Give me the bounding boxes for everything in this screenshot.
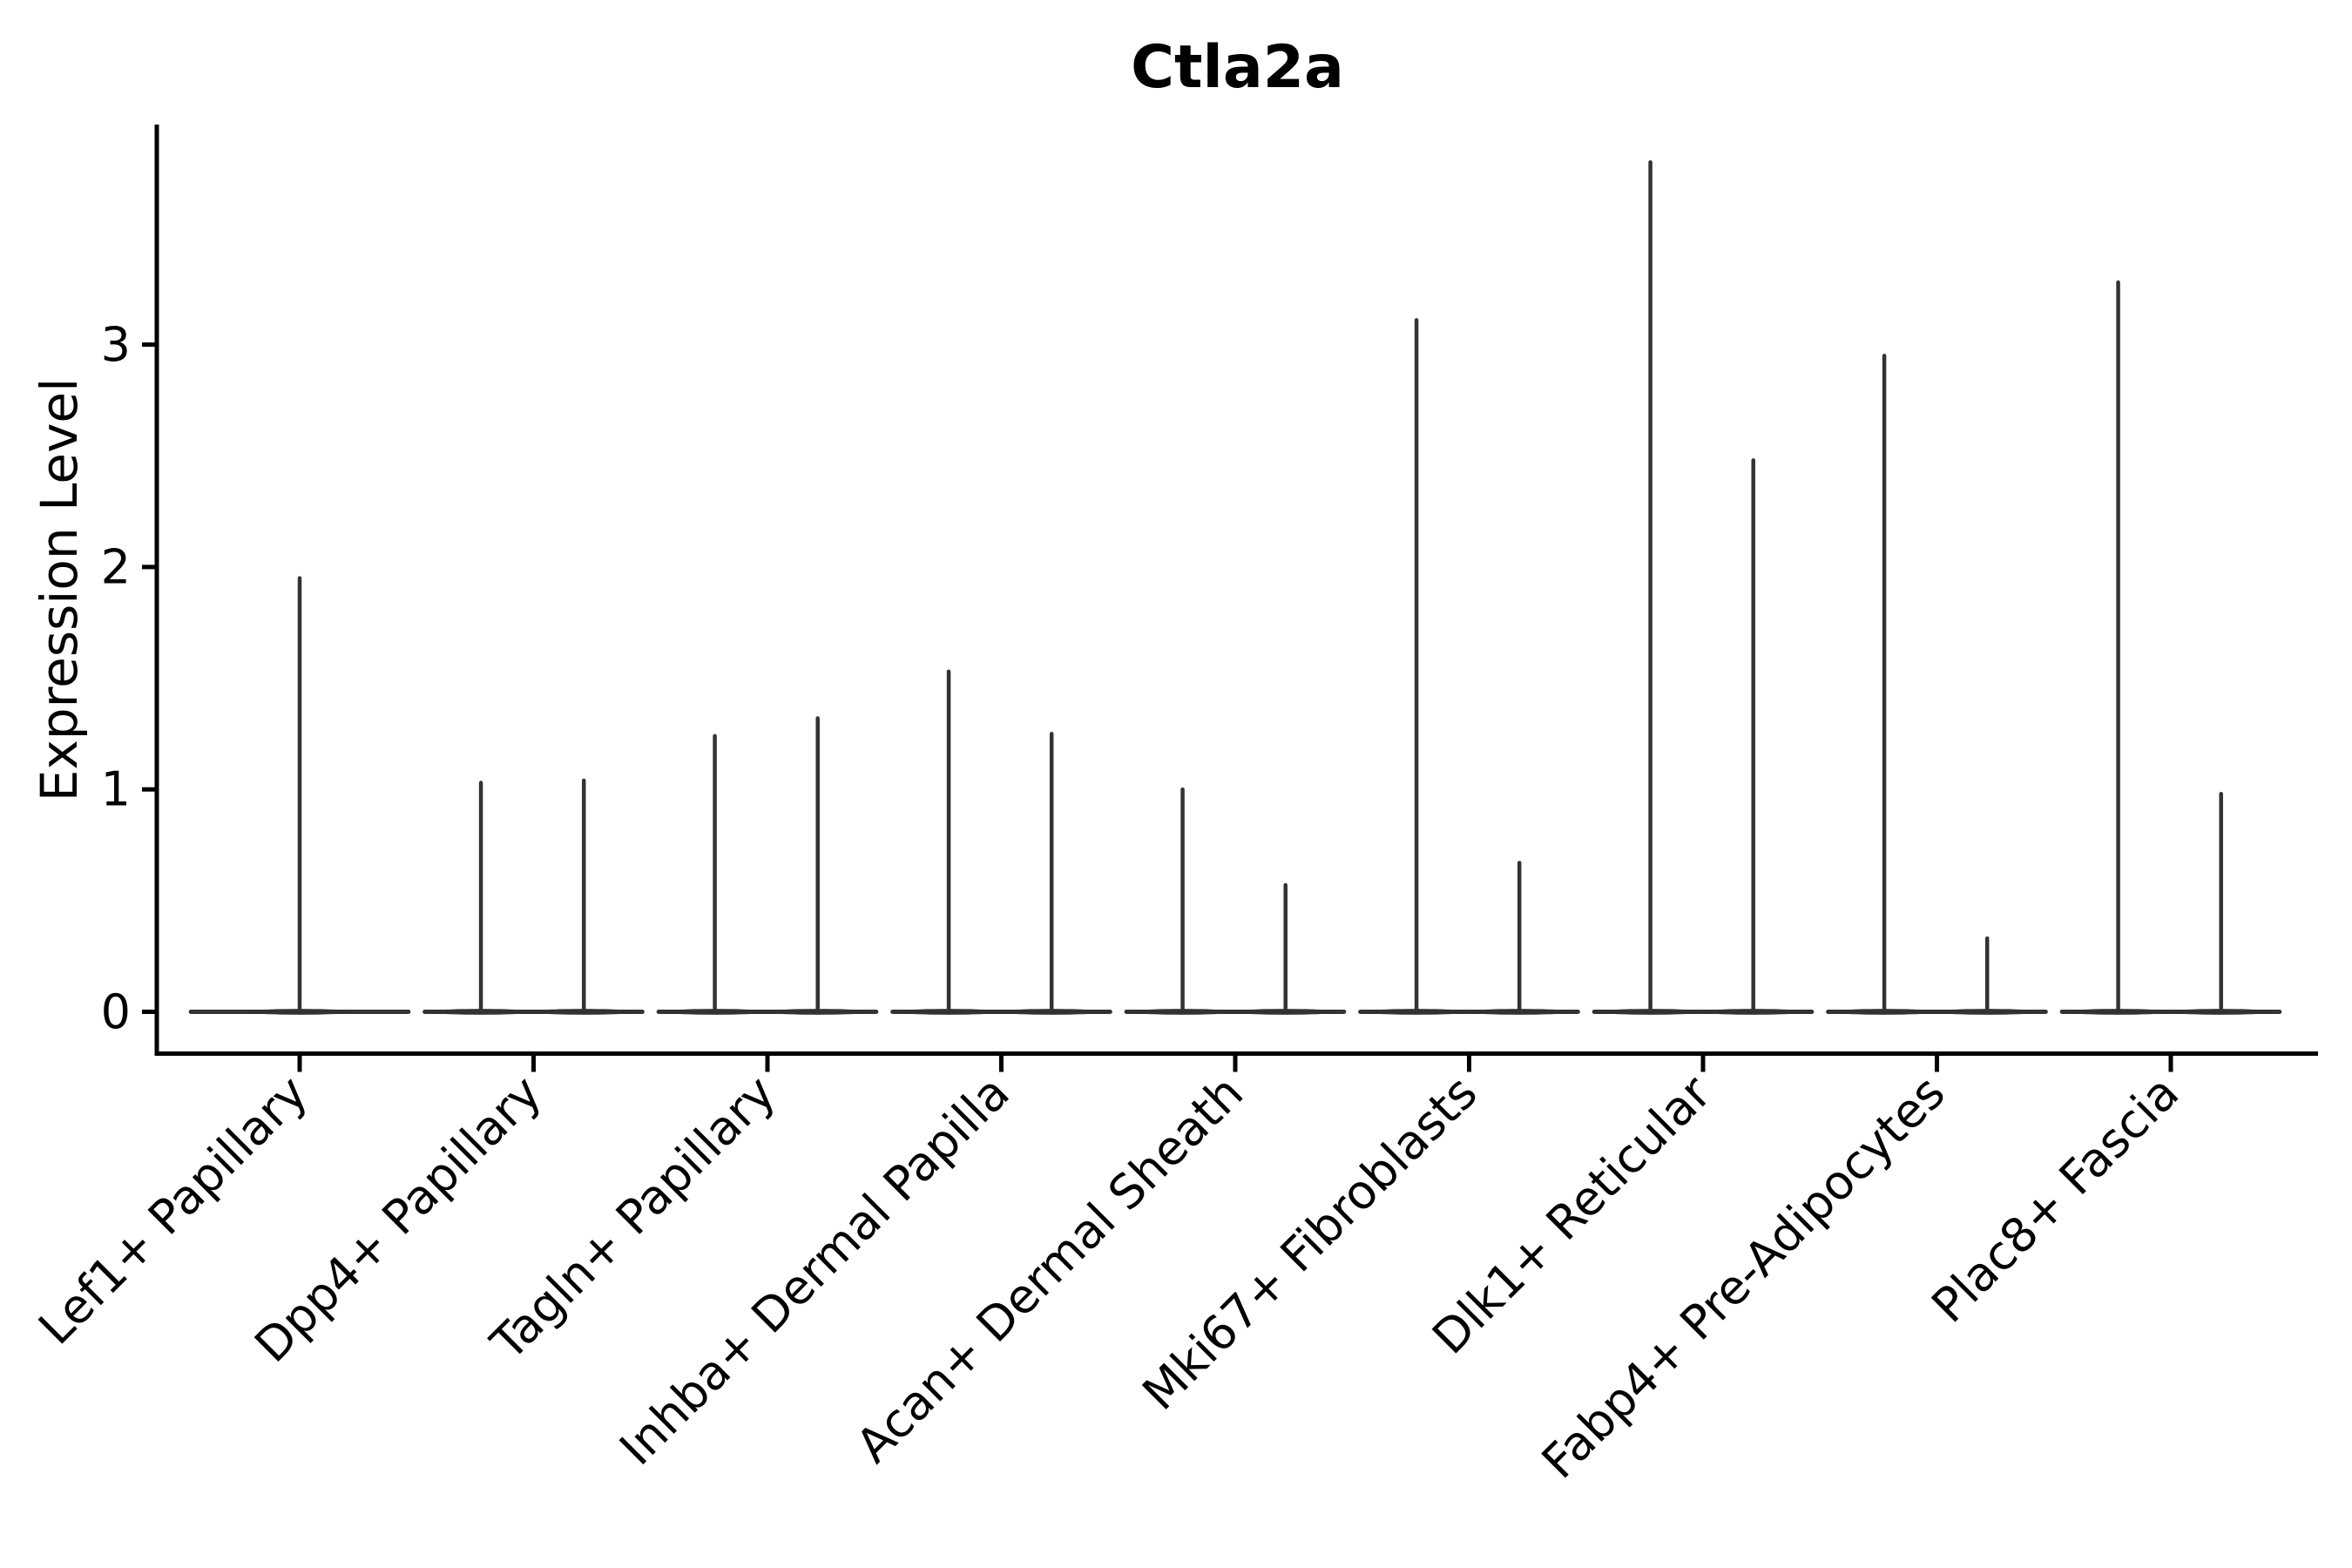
violin-8: [1826, 354, 2048, 1015]
violin-9: [2059, 280, 2282, 1015]
violin-5: [1124, 787, 1347, 1015]
plot-title: Ctla2a: [1131, 33, 1344, 102]
y-tick-label: 3: [101, 317, 131, 372]
violins-group: [188, 160, 2282, 1015]
violin-6: [1358, 318, 1580, 1015]
y-tick-label: 1: [101, 762, 131, 817]
y-axis-label: Expression Level: [30, 378, 89, 801]
y-tick-label: 2: [101, 539, 131, 594]
violin-2: [422, 778, 645, 1015]
violin-3: [656, 716, 879, 1015]
violin-1: [188, 576, 411, 1015]
violin-4: [890, 669, 1112, 1015]
violin-7: [1592, 160, 1815, 1015]
y-tick-label: 0: [101, 984, 131, 1039]
